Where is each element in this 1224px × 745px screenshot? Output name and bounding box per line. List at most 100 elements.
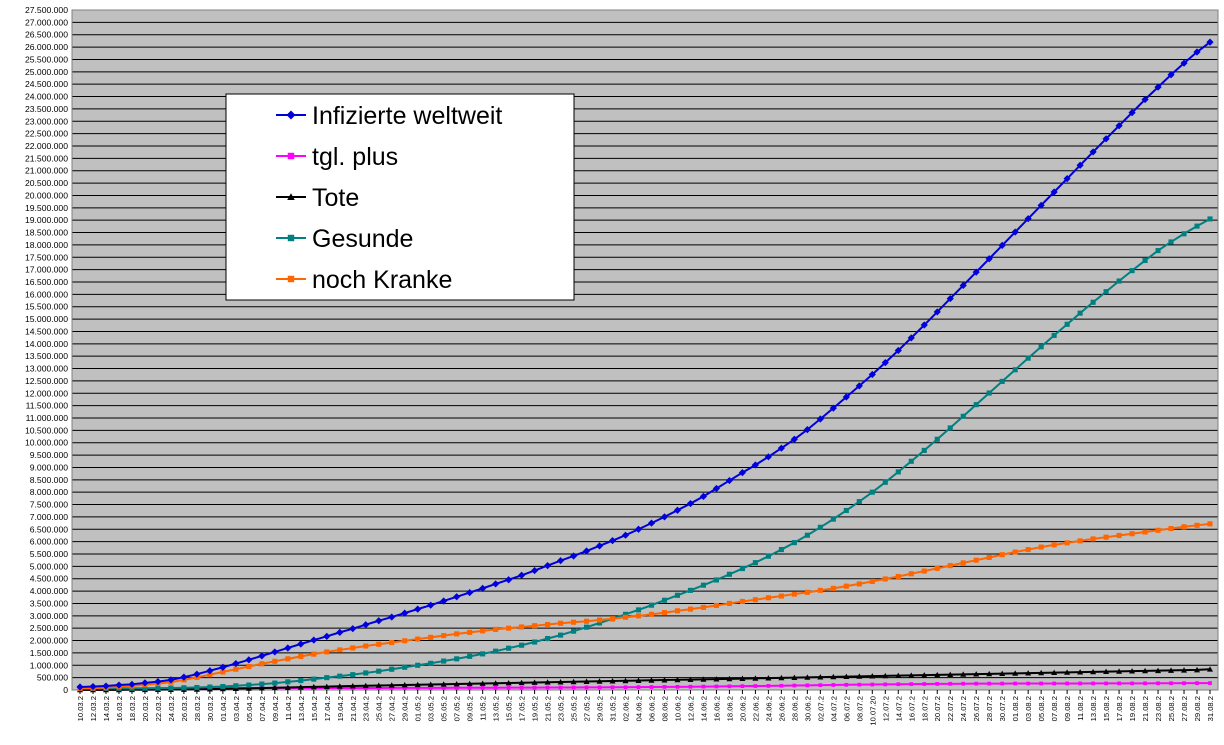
x-tick-label: 10.06.2 — [673, 696, 682, 721]
data-point — [973, 557, 979, 563]
y-tick-label: 3.000.000 — [30, 611, 68, 621]
data-point — [310, 683, 317, 690]
data-point — [1129, 668, 1136, 674]
y-tick-label: 26.500.000 — [25, 30, 68, 40]
data-point — [401, 682, 408, 688]
y-tick-label: 27.500.000 — [25, 5, 68, 15]
x-tick-label: 25.08.2 — [1167, 696, 1176, 721]
data-point — [947, 425, 953, 431]
data-point — [402, 686, 407, 690]
data-point — [753, 684, 758, 688]
data-point — [947, 563, 953, 569]
data-point — [480, 685, 485, 690]
data-point — [817, 524, 823, 530]
data-point — [894, 346, 902, 355]
legend-entry: Gesunde — [276, 225, 413, 253]
data-point — [545, 621, 551, 628]
data-point — [687, 587, 694, 593]
x-tick-label: 22.03.2 — [154, 696, 163, 721]
y-tick-label: 26.000.000 — [25, 42, 68, 52]
data-point — [324, 649, 330, 655]
data-point — [1181, 231, 1187, 237]
data-point — [1155, 667, 1162, 674]
data-point — [545, 636, 551, 642]
data-point — [1051, 542, 1057, 548]
data-point — [1013, 681, 1018, 686]
data-point — [493, 648, 499, 654]
data-point — [505, 680, 512, 686]
data-point — [167, 676, 175, 684]
data-point — [1050, 188, 1058, 196]
data-point — [1206, 38, 1214, 46]
data-point — [128, 680, 136, 688]
x-tick-label: 13.08.2 — [1089, 696, 1098, 721]
x-tick-label: 14.06.2 — [699, 696, 708, 721]
x-tick-label: 26.03.2 — [180, 696, 189, 721]
data-point — [778, 546, 784, 553]
data-point — [947, 671, 954, 678]
data-point — [869, 578, 875, 584]
x-tick-label: 15.05.2 — [505, 696, 514, 721]
data-point — [441, 685, 446, 690]
series-noch-kranke — [77, 521, 1213, 692]
data-point — [584, 624, 590, 630]
data-point — [1181, 524, 1187, 530]
x-tick-label: 21.05.2 — [544, 696, 553, 721]
data-point — [791, 591, 797, 597]
data-point — [804, 589, 810, 595]
data-point — [726, 600, 732, 607]
x-tick-label: 25.05.2 — [570, 696, 579, 721]
data-point — [479, 584, 487, 592]
data-point — [843, 673, 850, 679]
data-point — [1012, 549, 1018, 555]
data-point — [595, 542, 604, 550]
data-point — [1076, 161, 1084, 169]
data-point — [571, 619, 577, 625]
data-point — [714, 684, 719, 689]
data-point — [686, 499, 695, 508]
data-point — [804, 674, 811, 680]
data-point — [557, 679, 564, 685]
data-point — [336, 628, 344, 636]
x-tick-label: 27.04.2 — [388, 696, 397, 721]
x-tick-label: 22.07.2 — [946, 696, 955, 721]
y-tick-label: 21.000.000 — [25, 166, 68, 176]
data-point — [194, 684, 200, 691]
x-tick-label: 09.05.2 — [466, 696, 475, 721]
data-point — [986, 390, 992, 396]
data-point — [154, 677, 162, 686]
legend-swatch-marker — [287, 152, 295, 160]
data-point — [1181, 667, 1188, 673]
data-point — [349, 625, 357, 633]
y-tick-label: 10.500.000 — [25, 425, 68, 435]
data-point — [1089, 148, 1097, 156]
data-point — [740, 684, 745, 689]
y-tick-label: 9.500.000 — [30, 450, 68, 460]
x-tick-label: 24.07.2 — [959, 696, 968, 721]
data-point — [1011, 228, 1019, 236]
data-point — [1090, 536, 1096, 542]
x-tick-label: 25.04.2 — [375, 696, 384, 721]
series-infizierte-weltweit — [76, 38, 1214, 691]
x-tick-label: 29.08.2 — [1193, 696, 1202, 721]
y-tick-label: 16.500.000 — [25, 277, 68, 287]
x-tick-label: 26.07.2 — [972, 696, 981, 721]
data-point — [1051, 332, 1057, 338]
data-point — [622, 611, 629, 617]
data-point — [725, 476, 734, 485]
data-point — [856, 581, 862, 587]
legend: Infizierte weltweit tgl. plus Tote Gesunde n… — [225, 93, 575, 301]
y-tick-label: 17.500.000 — [25, 252, 68, 262]
y-tick-label: 7.500.000 — [30, 500, 68, 510]
data-point — [376, 641, 382, 647]
data-point — [895, 672, 902, 679]
x-tick-label: 11.04.2 — [284, 696, 293, 721]
data-point — [401, 609, 409, 617]
data-point — [556, 557, 565, 565]
data-point — [961, 681, 966, 686]
data-point — [870, 682, 875, 687]
data-point — [713, 602, 719, 608]
x-tick-label: 04.06.2 — [635, 696, 644, 721]
data-point — [558, 620, 564, 626]
